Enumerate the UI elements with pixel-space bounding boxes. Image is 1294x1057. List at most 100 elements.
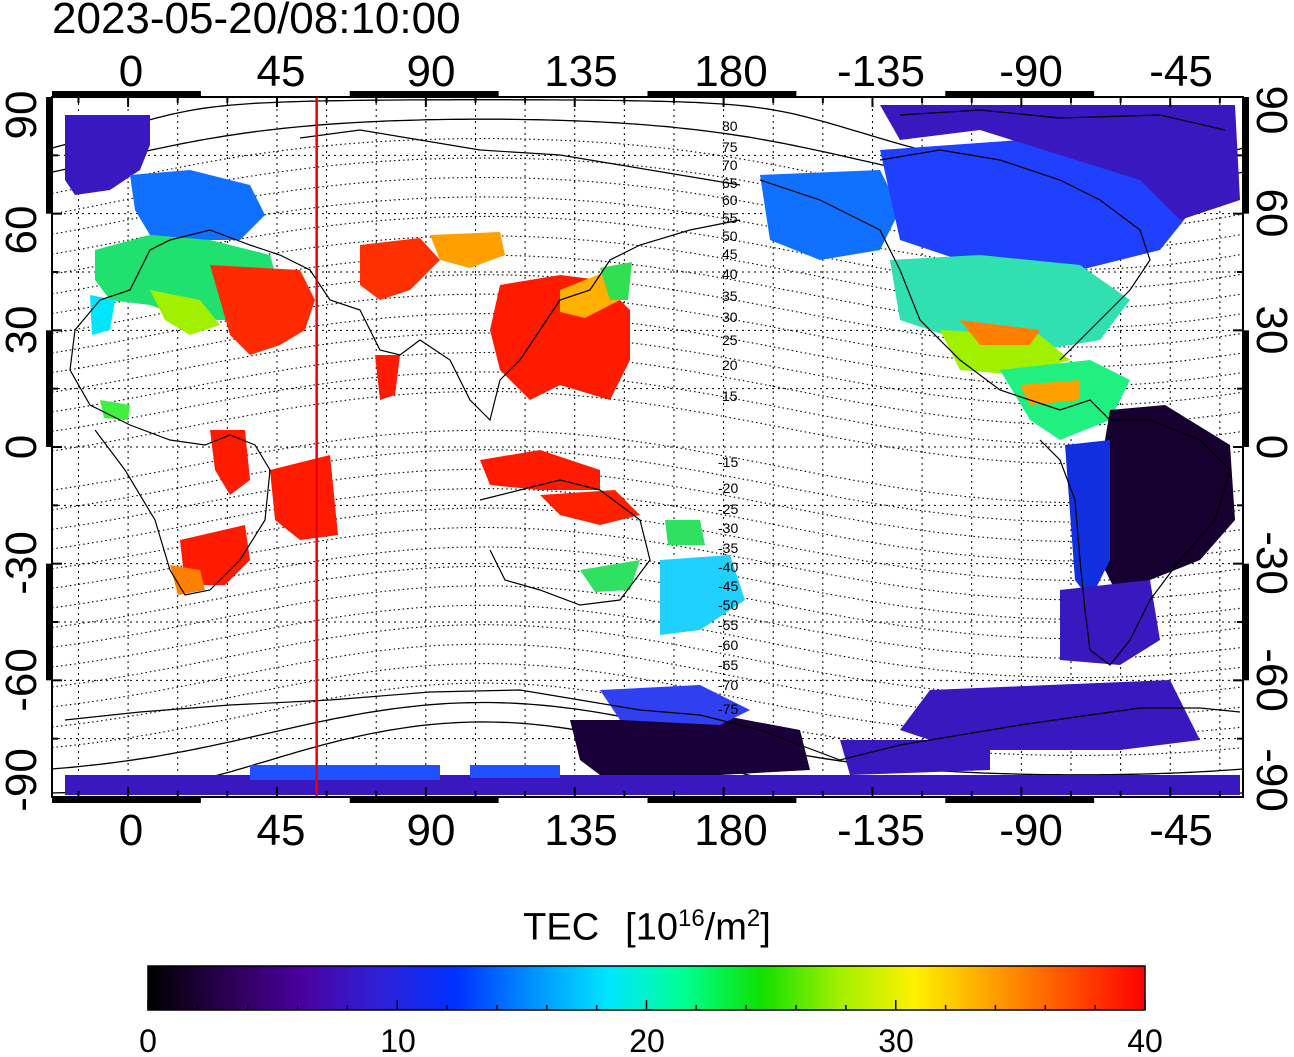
contour-label-65: 65 — [722, 175, 738, 191]
tec-region-south-america — [1100, 405, 1235, 600]
tec-region-new-zealand — [660, 555, 745, 635]
contour-label-minus75: -75 — [718, 701, 738, 717]
top-frame-bar — [945, 91, 1095, 96]
bottom-lon-label-minus45: -45 — [1149, 806, 1213, 855]
top-lon-label-0: 0 — [119, 47, 143, 96]
contour-label-minus25: -25 — [718, 501, 738, 517]
left-frame-bar — [46, 563, 51, 681]
tec-region-australia-north — [540, 490, 640, 525]
top-lon-label-45: 45 — [257, 47, 306, 96]
tec-region-polar-blue — [250, 765, 440, 780]
left-lat-label-minus30: -30 — [0, 531, 46, 595]
tec-region-scandinavia — [130, 170, 265, 240]
contour-label-70: 70 — [722, 157, 738, 173]
colorbar-tick-label-0: 0 — [139, 1023, 157, 1057]
tec-region-usa-south — [940, 330, 1070, 375]
contour-label-minus35: -35 — [718, 540, 738, 556]
contour-label-75: 75 — [722, 139, 738, 155]
contour-label-minus45: -45 — [718, 578, 738, 594]
bottom-lon-label-180: 180 — [694, 806, 767, 855]
bottom-frame-bar — [945, 798, 1095, 803]
page-title: 2023-05-20/08:10:00 — [52, 0, 461, 43]
tec-region-antarctica-coast — [840, 740, 990, 775]
tec-region-mediterranean — [210, 265, 315, 355]
left-lat-label-30: 30 — [0, 306, 46, 355]
top-frame-bar — [349, 91, 499, 96]
tec-region-cape — [170, 565, 205, 595]
bottom-lon-label-90: 90 — [407, 806, 456, 855]
tec-region-indonesia — [480, 450, 600, 490]
contour-label-15: 15 — [722, 388, 738, 404]
tec-region-africa-west — [100, 400, 130, 420]
top-lon-label-90: 90 — [407, 47, 456, 96]
left-frame-bar — [46, 97, 51, 214]
contour-label-45: 45 — [722, 246, 738, 262]
bottom-lon-label-135: 135 — [544, 806, 617, 855]
top-frame-bar — [52, 91, 201, 96]
contour-label-minus60: -60 — [718, 637, 738, 653]
right-lat-label-60: 60 — [1247, 189, 1294, 238]
bottom-lon-label-minus135: -135 — [837, 806, 925, 855]
bottom-lon-label-45: 45 — [257, 806, 306, 855]
colorbar-title: TEC [1016/m2] — [0, 905, 1294, 950]
bottom-lon-label-0: 0 — [119, 806, 143, 855]
colorbar-tick-label-30: 30 — [878, 1023, 914, 1057]
left-frame-bar — [46, 330, 51, 447]
contour-label-minus50: -50 — [718, 597, 738, 613]
tec-region-east-africa — [270, 455, 338, 540]
top-lon-label-180: 180 — [694, 47, 767, 96]
right-lat-label-30: 30 — [1247, 306, 1294, 355]
tec-region-andes — [1065, 440, 1110, 600]
right-lat-label-minus90: -90 — [1247, 748, 1294, 812]
left-lat-label-minus60: -60 — [0, 648, 46, 712]
left-lat-label-minus90: -90 — [0, 748, 46, 812]
contour-label-80: 80 — [722, 118, 738, 134]
right-lat-label-minus60: -60 — [1247, 648, 1294, 712]
colorbar-tick-label-20: 20 — [629, 1023, 665, 1057]
tec-region-antarctic-peninsula — [600, 685, 750, 725]
colorbar-unit-exponent-2: 2 — [746, 905, 761, 932]
left-lat-label-90: 90 — [0, 91, 46, 140]
contour-label-minus70: -70 — [718, 677, 738, 693]
top-frame-bar — [647, 91, 797, 96]
contour-label-35: 35 — [722, 288, 738, 304]
left-lat-label-0: 0 — [0, 435, 46, 459]
contour-label-30: 30 — [722, 309, 738, 325]
colorbar-title-text: TEC — [523, 906, 600, 949]
tec-region-india — [375, 355, 400, 400]
contour-label-minus30: -30 — [718, 520, 738, 536]
right-frame-bar — [1244, 97, 1249, 214]
colorbar-tick-label-10: 10 — [380, 1023, 416, 1057]
bottom-lon-label-minus90: -90 — [999, 806, 1063, 855]
tec-region-polar-band — [65, 775, 1240, 795]
tec-region-caribbean — [1020, 380, 1080, 405]
tec-region-russia — [360, 238, 440, 300]
top-lon-label-135: 135 — [544, 47, 617, 96]
contour-label-minus65: -65 — [718, 657, 738, 673]
contour-label-25: 25 — [722, 332, 738, 348]
bottom-frame-bar — [52, 798, 201, 803]
contour-label-minus20: -20 — [718, 480, 738, 496]
colorbar-unit-exponent: 16 — [677, 905, 705, 932]
tec-region-alaska — [760, 170, 900, 260]
tec-region-antarctica-dark — [570, 715, 810, 775]
contour-label-50: 50 — [722, 228, 738, 244]
coastlines — [64, 109, 1241, 761]
tec-region-kamchatka — [600, 262, 632, 300]
colorbar-ticks — [147, 1000, 1146, 1010]
right-lat-label-0: 0 — [1247, 435, 1294, 459]
tec-region-mongolia — [430, 232, 505, 268]
right-lat-label-minus30: -30 — [1247, 531, 1294, 595]
right-lat-label-90: 90 — [1247, 86, 1294, 135]
tec-region-pacific-islands — [665, 520, 705, 545]
right-frame-bar — [1244, 563, 1249, 681]
magnetic-latitude-contour — [52, 682, 1243, 756]
left-lat-label-60: 60 — [0, 206, 46, 255]
contour-label-minus40: -40 — [718, 559, 738, 575]
contour-label-minus15: -15 — [718, 454, 738, 470]
bottom-frame-bar — [349, 798, 499, 803]
top-lon-label-minus90: -90 — [999, 47, 1063, 96]
tec-region-arctic-europe — [65, 115, 150, 195]
colorbar-unit-close: ] — [760, 906, 771, 949]
